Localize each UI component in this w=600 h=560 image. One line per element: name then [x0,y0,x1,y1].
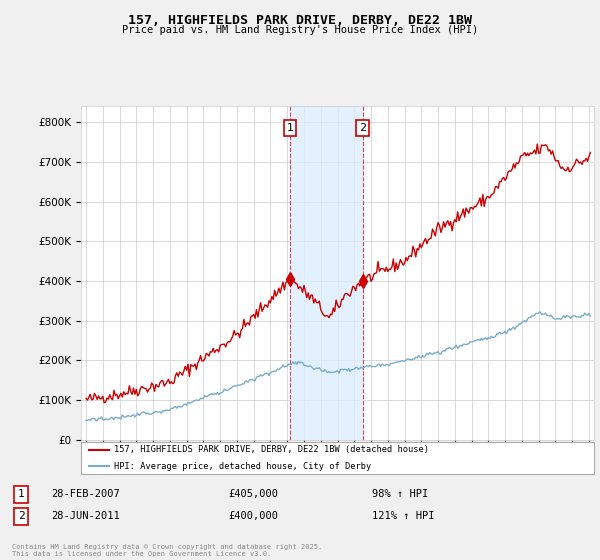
Text: Contains HM Land Registry data © Crown copyright and database right 2025.
This d: Contains HM Land Registry data © Crown c… [12,544,322,557]
Text: Price paid vs. HM Land Registry's House Price Index (HPI): Price paid vs. HM Land Registry's House … [122,25,478,35]
Text: 28-FEB-2007: 28-FEB-2007 [51,489,120,500]
Bar [290,106,362,440]
Text: £400,000: £400,000 [228,511,278,521]
Text: 1: 1 [17,489,25,500]
Text: 157, HIGHFIELDS PARK DRIVE, DERBY, DE22 1BW (detached house): 157, HIGHFIELDS PARK DRIVE, DERBY, DE22 … [115,445,430,455]
Text: 1: 1 [287,123,293,133]
Text: 98% ↑ HPI: 98% ↑ HPI [372,489,428,500]
Text: 28-JUN-2011: 28-JUN-2011 [51,511,120,521]
Text: £405,000: £405,000 [228,489,278,500]
Text: HPI: Average price, detached house, City of Derby: HPI: Average price, detached house, City… [115,461,371,471]
Text: 121% ↑ HPI: 121% ↑ HPI [372,511,434,521]
Text: 2: 2 [359,123,366,133]
Text: 2: 2 [17,511,25,521]
Text: 157, HIGHFIELDS PARK DRIVE, DERBY, DE22 1BW: 157, HIGHFIELDS PARK DRIVE, DERBY, DE22 … [128,14,472,27]
